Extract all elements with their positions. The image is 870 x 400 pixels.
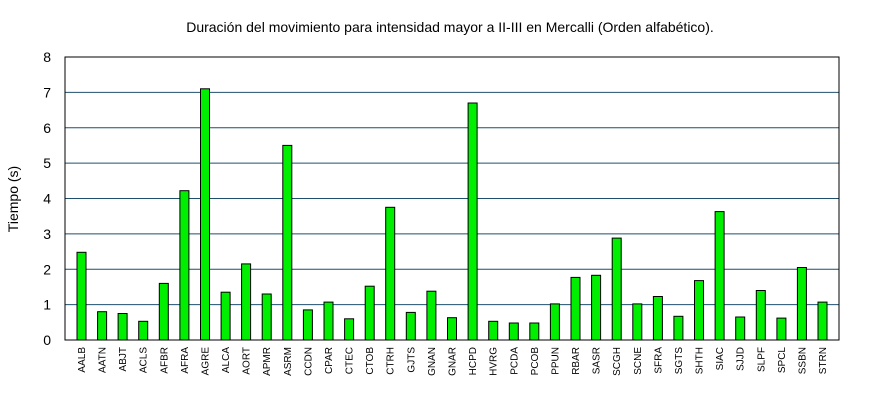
x-tick-label: AALB [77,347,88,373]
bar-pcob [529,322,540,341]
y-axis-label: Tiempo (s) [5,166,21,232]
bar-ctob [364,285,375,341]
bar-ccdn [302,309,313,341]
bar-alca [220,291,231,341]
bar-scne [632,303,643,341]
y-tick-label: 1 [43,297,51,313]
bar-abjt [117,313,128,341]
y-tick-label: 0 [43,332,51,348]
bar-spcl [776,317,787,341]
x-tick-label: PCDA [509,347,520,375]
bar-ctec [344,318,355,341]
x-tick-label: AATN [98,347,109,373]
gridlines [65,91,839,306]
x-tick-label: SCNE [633,347,644,375]
x-tick-label: HCPD [468,347,479,375]
bars [76,88,828,341]
x-tick-labels: AALB AATN ABJT ACLS AFBR AFRA AGRE ALCA AORT APMR… [77,347,829,376]
x-tick-label: CTEC [345,347,356,374]
y-tick-label: 2 [43,261,51,277]
bar-gnan [426,290,437,341]
x-tick-label: SASR [592,347,603,374]
x-tick-label: GNAR [448,347,459,376]
x-tick-label: AORT [242,347,253,375]
bar-apmr [261,293,272,341]
bar-gnar [447,317,457,341]
x-tick-label: SSBN [797,347,808,374]
x-tick-label: ASRM [283,347,294,376]
bar-agre [200,88,210,341]
x-tick-label: SHTH [695,347,706,374]
x-tick-label: SCGH [612,347,623,376]
bar-sasr [591,274,602,341]
y-tick-label: 5 [43,155,51,171]
x-tick-label: PCOB [530,347,541,376]
x-tick-label: RBAR [571,347,582,375]
bar-rbar [570,276,581,341]
bar-sgts [673,315,684,341]
bar-gjts [405,311,416,341]
x-tick-label: SFRA [653,347,664,374]
y-tick-label: 3 [43,226,51,242]
bar-ssbn [796,267,807,341]
bar-scgh [611,237,622,341]
x-tick-label: SPCL [777,347,788,374]
bar-sjjd [735,316,746,341]
y-tick-label: 4 [43,191,51,207]
y-tick-label: 6 [43,120,51,136]
bar-slpf [755,290,766,341]
bar-sfra [652,296,663,341]
x-tick-label: AFBR [159,347,170,374]
x-tick-label: CTRH [386,347,397,375]
bar-aort [241,263,252,341]
x-tick-label: SGTS [674,347,685,375]
x-tick-label: CCDN [303,347,314,376]
x-tick-label: PPUN [550,347,561,375]
bar-asrm [282,144,293,341]
x-tick-label: HVRG [489,347,500,376]
bar-afbr [158,282,169,341]
x-tick-label: ACLS [139,347,150,373]
bar-shth [694,280,704,341]
bar-ppun [549,303,560,341]
plot-frame [64,56,840,341]
x-tick-label: SLPF [756,347,767,372]
bar-pcda [508,322,519,341]
y-tick-label: 8 [43,49,51,65]
x-tick-label: GJTS [406,347,417,373]
x-tick-label: GNAN [427,347,438,376]
bar-cpar [323,301,334,341]
chart-title: Duración del movimiento para intensidad … [186,19,714,35]
bar-hcpd [467,102,478,341]
bar-strn [817,301,828,341]
x-tick-label: AFRA [180,347,191,374]
x-tick-label: AGRE [201,347,212,376]
x-tick-label: STRN [818,347,829,374]
bar-hvrg [488,320,499,341]
x-tick-label: CPAR [324,347,335,374]
bar-aalb [76,251,87,341]
x-tick-label: ABJT [118,347,129,371]
bar-aatn [97,311,108,341]
y-tick-label: 7 [43,84,51,100]
x-tick-label: ALCA [221,347,232,373]
x-tick-label: SJJD [736,347,747,371]
bar-afra [179,190,190,341]
x-tick-label: CTOB [365,347,376,375]
y-tick-labels: 0 1 2 3 4 5 6 7 8 [43,49,51,348]
bar-siac [714,211,725,341]
bar-acls [138,320,149,341]
bar-ctrh [385,206,396,341]
x-tick-label: APMR [262,347,273,376]
x-tick-label: SIAC [715,347,726,370]
